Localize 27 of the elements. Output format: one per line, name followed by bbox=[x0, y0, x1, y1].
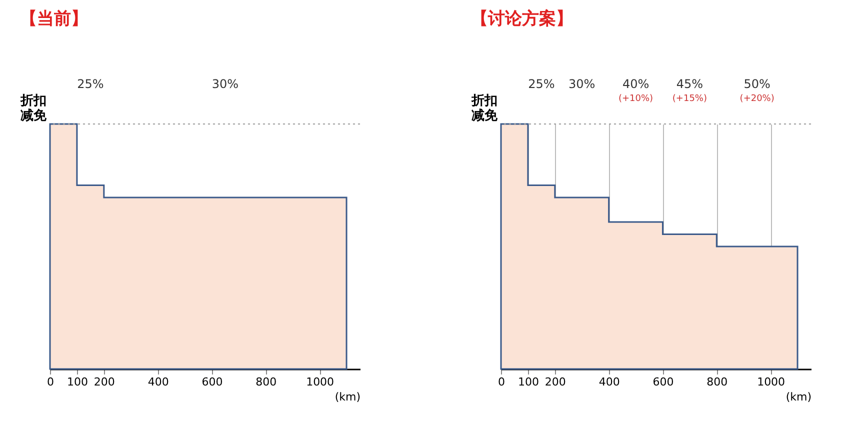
x-tick-label: 400 bbox=[148, 376, 169, 388]
x-tick-label: 0 bbox=[47, 376, 54, 388]
x-tick-label: 800 bbox=[256, 376, 277, 388]
chart-title: 【当前】 bbox=[20, 9, 88, 29]
y-axis-title: 折扣减免 bbox=[20, 94, 48, 124]
y-axis-title: 折扣减免 bbox=[470, 94, 498, 124]
chart-title: 【讨论方案】 bbox=[471, 8, 573, 29]
x-axis-title: (km) bbox=[334, 390, 360, 404]
x-tick-label: 1000 bbox=[757, 376, 786, 388]
x-tick-label: 1000 bbox=[306, 376, 334, 388]
x-tick-label: 200 bbox=[544, 376, 566, 388]
text: 25% bbox=[77, 77, 104, 91]
x-axis-title: (km) bbox=[786, 390, 812, 404]
x-tick-label: 100 bbox=[518, 376, 539, 388]
text: 50% (+20%) bbox=[740, 77, 774, 104]
text: 25% bbox=[528, 77, 555, 91]
text: 45% (+15%) bbox=[672, 77, 707, 104]
text: 30% bbox=[568, 77, 596, 91]
x-tick-label: 0 bbox=[498, 376, 505, 388]
text: 30% bbox=[212, 77, 239, 91]
x-tick-label: 800 bbox=[706, 376, 728, 388]
x-tick-label: 100 bbox=[66, 376, 88, 388]
x-tick-label: 600 bbox=[202, 376, 223, 388]
x-tick-label: 400 bbox=[598, 376, 620, 388]
text: 40% (+10%) bbox=[618, 77, 654, 104]
x-tick-label: 200 bbox=[94, 376, 115, 388]
x-tick-label: 600 bbox=[652, 376, 674, 388]
